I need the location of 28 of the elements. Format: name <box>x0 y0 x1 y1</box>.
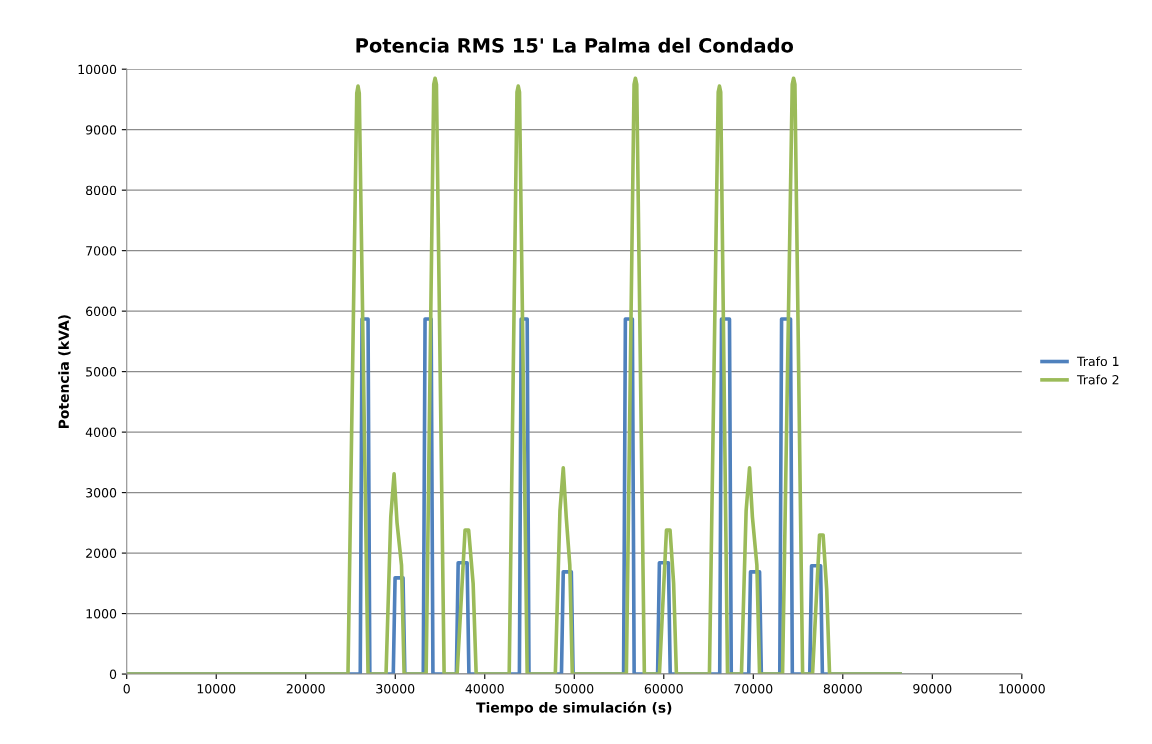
y-tick-label: 0 <box>109 669 117 679</box>
x-tick-label: 20000 <box>286 684 325 694</box>
y-tick-label: 3000 <box>86 488 117 498</box>
y-tick-label: 8000 <box>86 185 117 196</box>
x-tick-label: 0 <box>123 684 130 694</box>
y-tick-label: 1000 <box>86 609 117 619</box>
chart-title: Potencia RMS 15' La Palma del Condado <box>356 37 794 53</box>
y-tick-label: 2000 <box>86 548 117 559</box>
y-tick-label: 7000 <box>86 246 117 256</box>
x-tick-label: 60000 <box>644 684 683 694</box>
x-tick-label: 40000 <box>465 684 504 694</box>
x-tick-label: 50000 <box>555 684 594 694</box>
y-tick-label: 4000 <box>85 427 117 438</box>
y-tick-label: 10000 <box>78 64 117 75</box>
y-tick-label: 5000 <box>86 367 117 377</box>
line-series <box>126 76 902 675</box>
x-tick-label: 10000 <box>197 684 236 694</box>
x-tick-label: 90000 <box>913 684 952 694</box>
legend-label: Trafo 1 <box>1076 356 1119 367</box>
x-axis-title: Tiempo de simulación (s) <box>476 701 672 716</box>
y-tick-label: 9000 <box>85 125 117 135</box>
x-tick-label: 30000 <box>376 684 415 694</box>
x-tick-label: 80000 <box>823 684 862 694</box>
x-tick-label: 100000 <box>999 684 1045 694</box>
legend-label: Trafo 2 <box>1076 374 1119 385</box>
x-tick-label: 70000 <box>734 684 773 694</box>
y-tick-label: 6000 <box>86 306 117 317</box>
y-axis-title: Potencia (kVA) <box>58 315 71 429</box>
